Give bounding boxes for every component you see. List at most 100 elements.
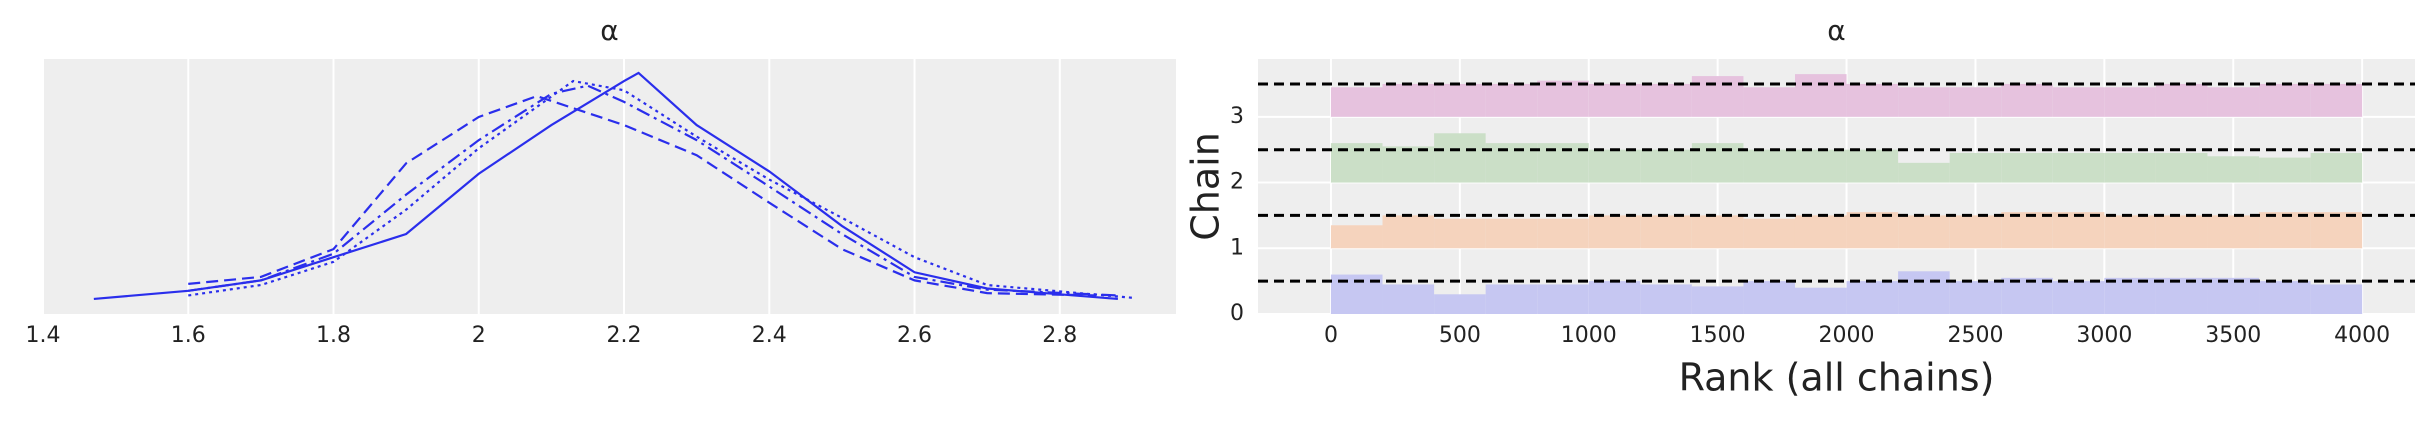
rank-bar xyxy=(1898,215,1950,249)
rank-bar xyxy=(2155,152,2208,183)
rank-bar xyxy=(2207,277,2260,314)
y-tick-label: 1 xyxy=(1230,235,1244,260)
rank-bar xyxy=(1640,284,1692,314)
rank-bar xyxy=(1330,87,1383,117)
rank-bar xyxy=(2310,152,2363,183)
rank-bar xyxy=(1898,87,1950,117)
rank-bar xyxy=(2259,157,2311,183)
rank-bar xyxy=(1691,76,1744,117)
rank-bar xyxy=(2310,83,2363,117)
rank-bar xyxy=(1537,218,1589,249)
rank-bar xyxy=(1485,284,1538,314)
rank-bar xyxy=(1691,215,1744,249)
rank-bar xyxy=(1382,83,1435,117)
rank-bar xyxy=(1640,83,1692,117)
rank-bar xyxy=(1691,286,1744,314)
rank-bar xyxy=(1743,281,1795,314)
rank-bar xyxy=(2310,284,2363,314)
rank-bar xyxy=(1485,218,1538,249)
rank-bar xyxy=(1794,215,1847,249)
rank-bar xyxy=(2001,83,2053,117)
rank-bar xyxy=(1794,149,1847,183)
rank-bar xyxy=(1434,294,1486,314)
rank-bar xyxy=(2052,87,2105,117)
rank-bar xyxy=(1949,281,2002,314)
y-tick-label: 0 xyxy=(1230,301,1244,326)
x-tick-label: 1000 xyxy=(1561,323,1617,348)
x-tick-label: 1.8 xyxy=(316,323,351,348)
rank-bar xyxy=(1846,149,1899,183)
rank-bar xyxy=(2207,156,2260,183)
rank-bar xyxy=(1743,149,1795,183)
rank-bar xyxy=(1537,284,1589,314)
x-tick-label: 2.2 xyxy=(607,323,642,348)
rank-bar xyxy=(1434,133,1486,183)
rank-bar xyxy=(2104,215,2156,249)
x-tick-label: 2500 xyxy=(1947,323,2003,348)
rank-bar xyxy=(2207,87,2260,117)
rank-bar xyxy=(2310,212,2363,249)
rank-bar xyxy=(2104,87,2156,117)
rank-bar xyxy=(1588,215,1641,249)
x-tick-label: 4000 xyxy=(2334,323,2390,348)
rank-bar xyxy=(1330,225,1383,249)
rank-bar xyxy=(1588,83,1641,117)
rank-bar xyxy=(1382,284,1435,314)
rank-bar xyxy=(2259,212,2311,249)
x-axis-label: Rank (all chains) xyxy=(1679,356,1995,400)
density-line xyxy=(93,71,1118,301)
rank-bar xyxy=(2155,277,2208,314)
rank-bar xyxy=(2052,281,2105,314)
rank-bar xyxy=(1743,87,1795,117)
rank-bar xyxy=(1846,212,1899,249)
rank-bar xyxy=(1485,143,1538,183)
x-tick-label: 1.4 xyxy=(26,323,61,348)
plot-area xyxy=(43,59,1176,314)
x-tick-label: 1.6 xyxy=(171,323,206,348)
rank-bar xyxy=(1898,271,1950,314)
rank-bar xyxy=(2104,277,2156,314)
rank-bar xyxy=(2052,212,2105,249)
rank-bar xyxy=(2259,83,2311,117)
x-tick-label: 3500 xyxy=(2205,323,2261,348)
chart-title: α xyxy=(1827,14,1845,47)
rank-bar xyxy=(2001,212,2053,249)
rank-bar xyxy=(1382,146,1435,183)
rank-bar xyxy=(2155,83,2208,117)
x-tick-label: 1500 xyxy=(1690,323,1746,348)
rank-bar xyxy=(1794,74,1847,117)
rank-bar xyxy=(1588,281,1641,314)
x-tick-label: 500 xyxy=(1439,323,1481,348)
rank-bar xyxy=(1898,162,1950,183)
y-tick-label: 2 xyxy=(1230,170,1244,195)
rank-bar xyxy=(2259,281,2311,314)
x-tick-label: 2.6 xyxy=(897,323,932,348)
x-tick-label: 0 xyxy=(1324,323,1338,348)
x-tick-label: 2 xyxy=(472,323,486,348)
rank-bar xyxy=(1434,218,1486,249)
rank-bar xyxy=(1640,215,1692,249)
x-tick-label: 2000 xyxy=(1819,323,1875,348)
x-tick-label: 3000 xyxy=(2076,323,2132,348)
rank-bar xyxy=(1434,83,1486,117)
x-tick-label: 2.4 xyxy=(752,323,787,348)
rank-bar xyxy=(2052,152,2105,183)
chart-title: α xyxy=(600,14,618,47)
y-tick-label: 3 xyxy=(1230,104,1244,129)
rank-bar xyxy=(1949,152,2002,183)
rank-bar xyxy=(1846,281,1899,314)
rank-bar xyxy=(1949,215,2002,249)
x-tick-label: 2.8 xyxy=(1042,323,1077,348)
rank-bar xyxy=(2155,215,2208,249)
rank-bar xyxy=(1949,87,2002,117)
density-line xyxy=(188,94,1097,297)
rank-bar xyxy=(2104,152,2156,183)
rank-bar xyxy=(1846,83,1899,117)
rank-bar xyxy=(2001,152,2053,183)
density-line xyxy=(188,79,1133,299)
rank-bar xyxy=(1382,215,1435,249)
density-line xyxy=(188,84,1118,297)
rank-bar xyxy=(1794,287,1847,314)
rank-bar xyxy=(1537,80,1589,117)
